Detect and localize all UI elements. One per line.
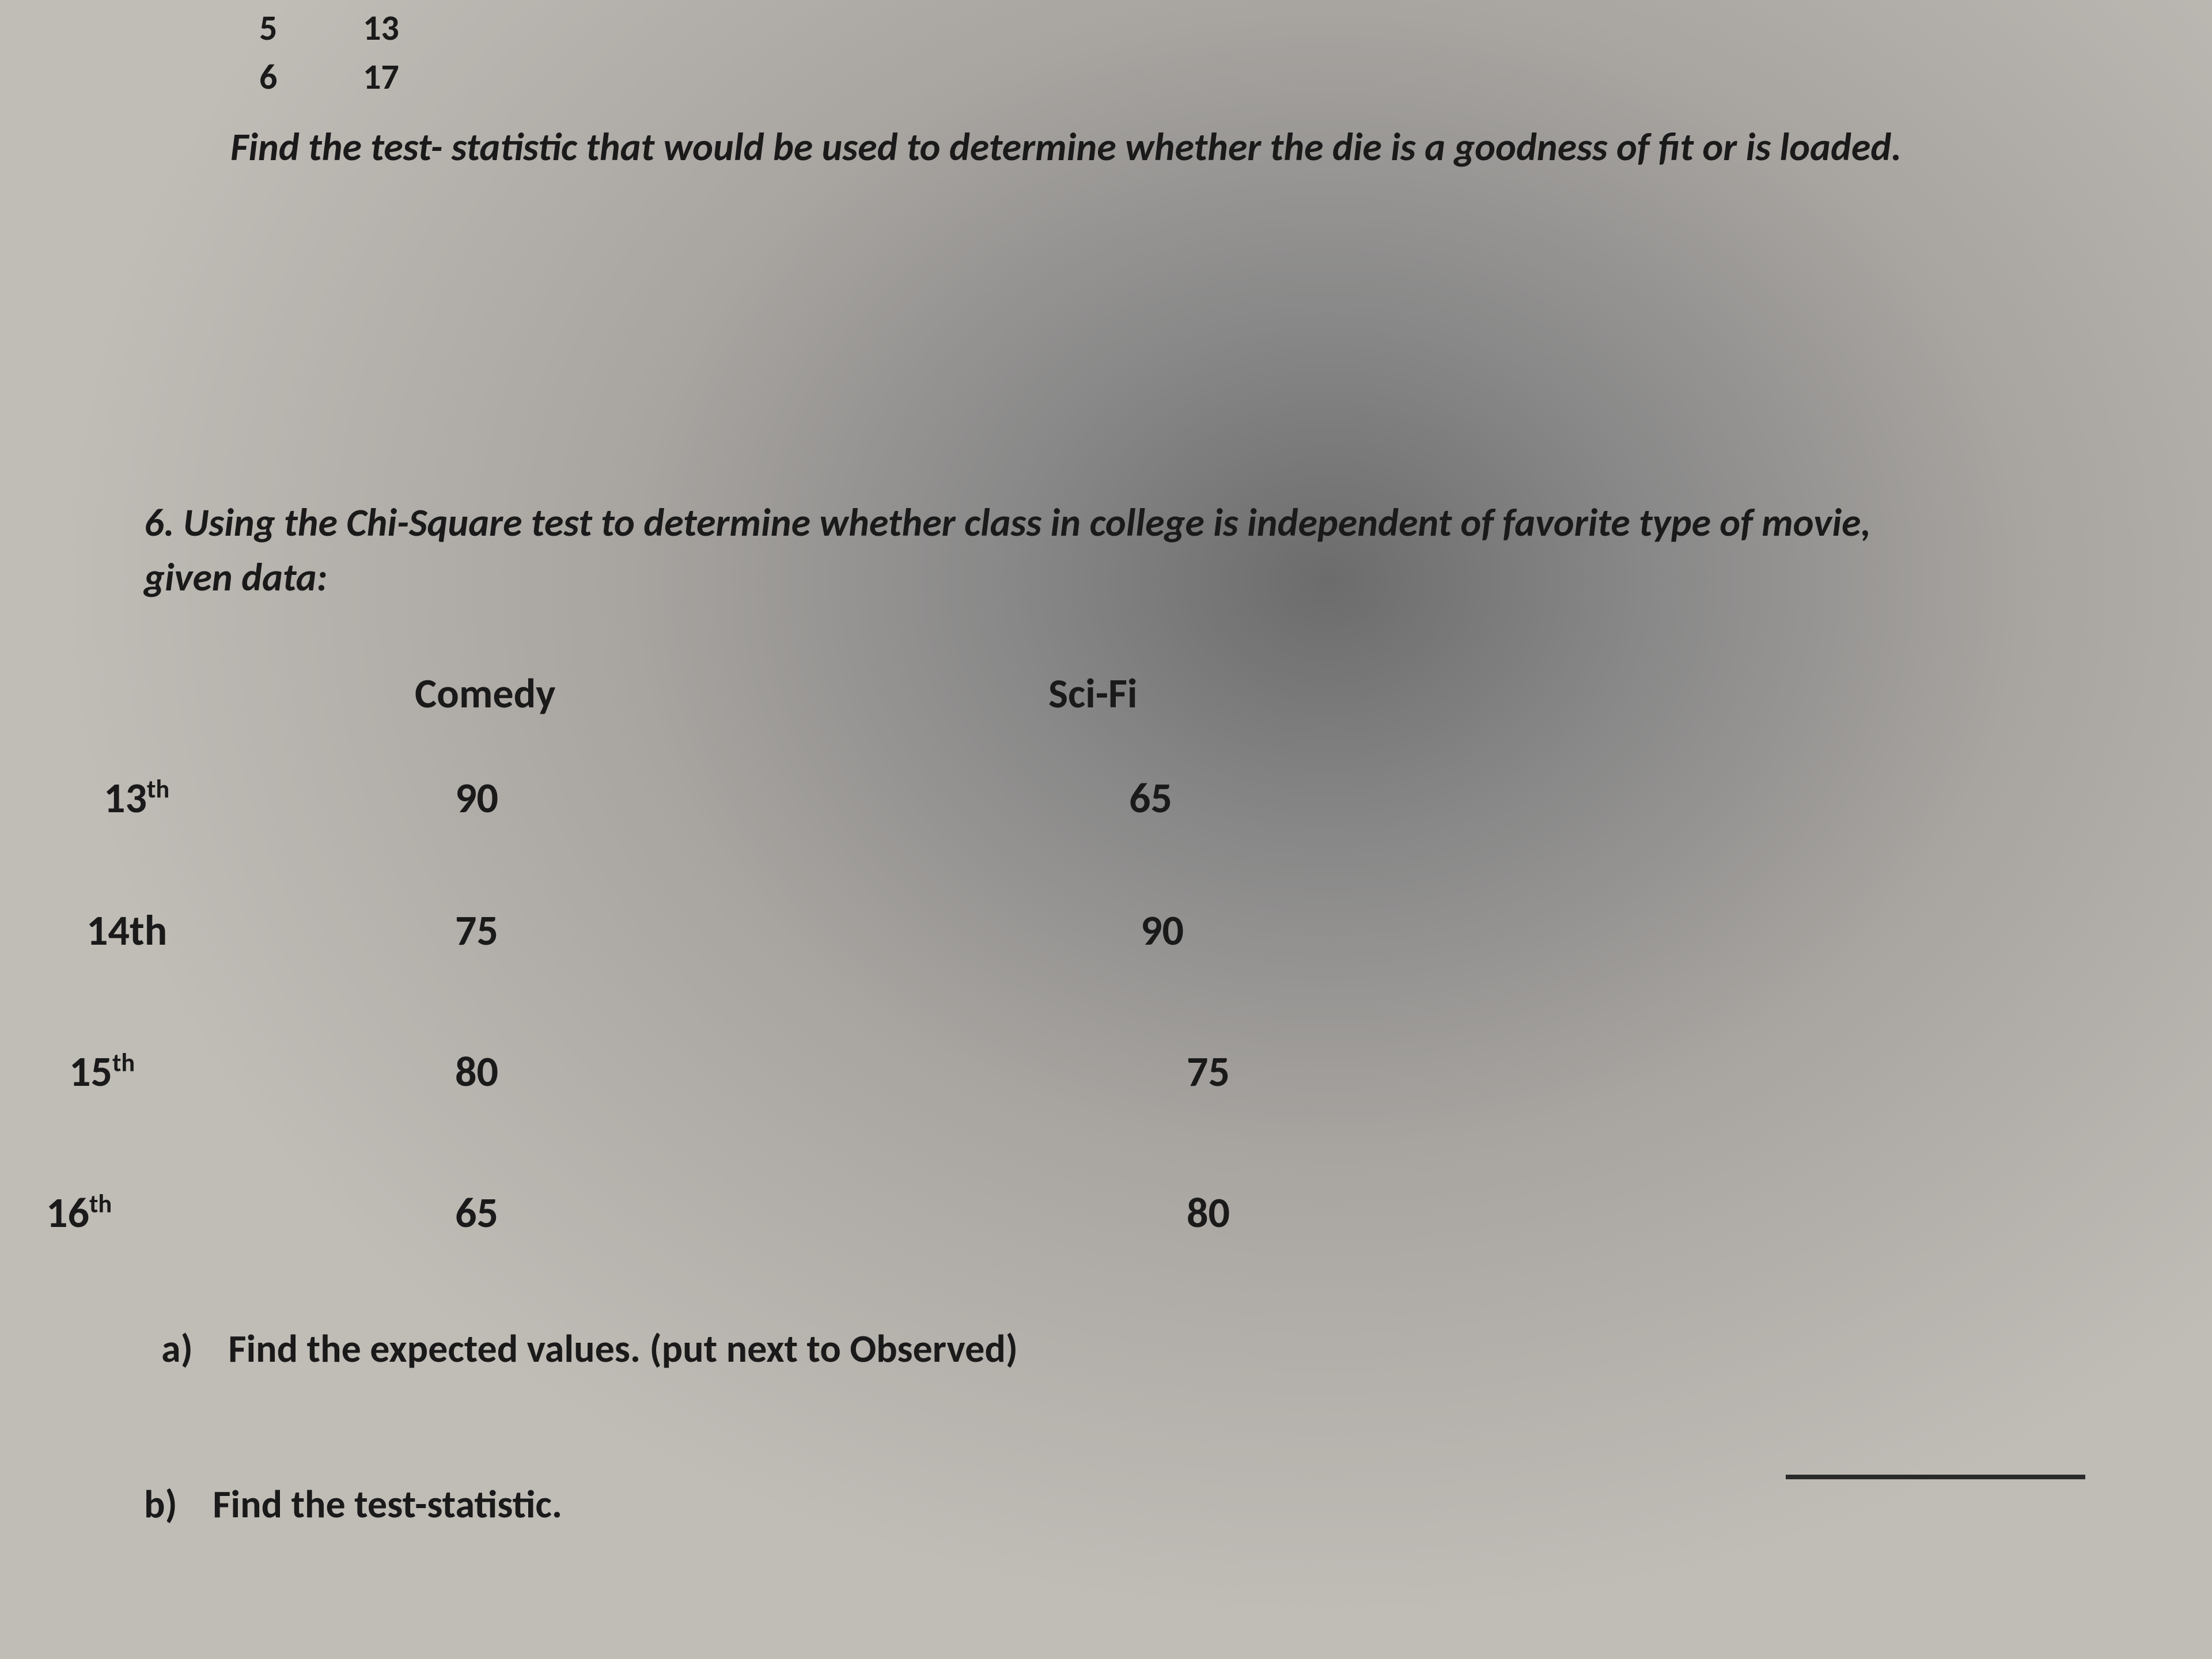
col-header-scifi: Sci-Fi <box>1048 668 1138 719</box>
frag-r2c1: 6 <box>259 55 277 99</box>
cell-14th-comedy: 75 <box>455 904 498 956</box>
row-label-14th: 14th <box>86 904 167 956</box>
frag-r1c2: 13 <box>363 6 399 50</box>
cell-13th-scifi: 65 <box>1129 772 1172 824</box>
cell-16th-comedy: 65 <box>455 1187 498 1238</box>
frag-r2c2: 17 <box>363 55 399 99</box>
worksheet-page: 5 13 6 17 Find the test- statistic that … <box>0 0 2212 1659</box>
q6-part-a-text: Find the expected values. (put next to O… <box>228 1325 1018 1373</box>
row-label-15th: 15th <box>69 1046 135 1097</box>
q6-part-b-label: b) <box>144 1480 177 1528</box>
row-label-13th: 13th <box>104 772 169 824</box>
q6-part-b-text: Find the test-statistic. <box>213 1480 562 1528</box>
q6-part-b: b) Find the test-statistic. <box>144 1480 562 1528</box>
q6-prompt-block: 6. Using the Chi-Square test to determin… <box>144 495 1959 605</box>
cell-15th-comedy: 80 <box>455 1046 498 1097</box>
frag-instruction: Find the test- statistic that would be u… <box>230 121 1947 174</box>
col-header-comedy: Comedy <box>415 668 555 719</box>
answer-blank-line <box>1786 1475 2085 1479</box>
cell-16th-scifi: 80 <box>1187 1187 1230 1238</box>
q6-part-a: a) Find the expected values. (put next t… <box>161 1325 1018 1373</box>
q6-part-a-label: a) <box>161 1325 193 1373</box>
cell-15th-scifi: 75 <box>1187 1046 1230 1097</box>
cell-14th-scifi: 90 <box>1141 904 1184 956</box>
q6-prompt: Using the Chi-Square test to determine w… <box>144 499 1871 601</box>
cell-13th-comedy: 90 <box>455 772 498 824</box>
row-label-16th: 16th <box>46 1187 112 1238</box>
frag-r1c1: 5 <box>259 6 277 50</box>
q6-number: 6. <box>144 499 175 547</box>
